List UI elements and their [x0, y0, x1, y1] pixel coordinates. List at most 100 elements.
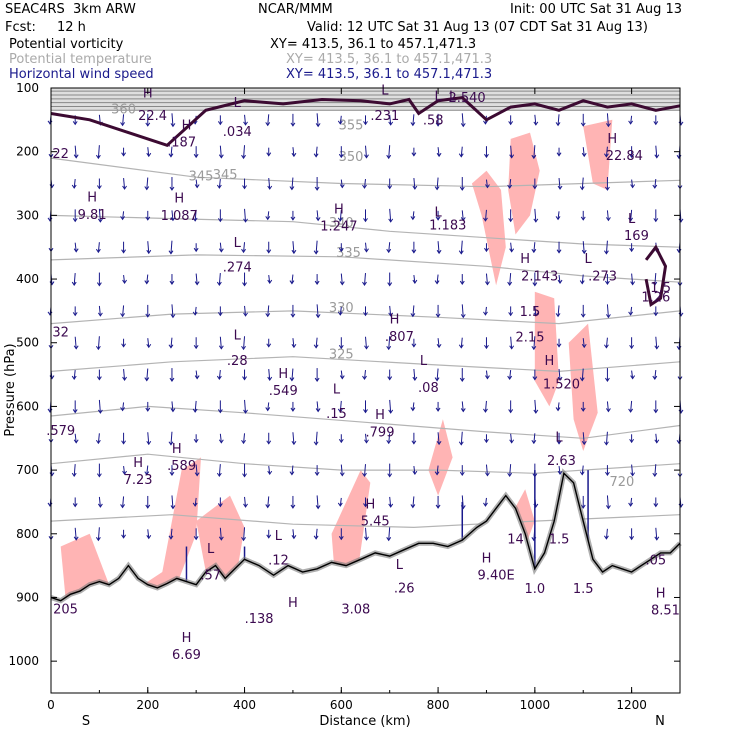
- wind-arrow: [461, 113, 464, 127]
- wind-arrowhead: [168, 441, 174, 446]
- wind-arrowhead: [266, 343, 272, 348]
- terrain-line: [50, 471, 681, 602]
- pv-label: 8.51: [651, 604, 680, 619]
- wind-arrow: [364, 370, 366, 380]
- field-name-pv: Potential vorticity: [9, 37, 124, 52]
- wind-arrow: [170, 337, 173, 348]
- wind-arrowhead: [556, 152, 562, 157]
- pv-label: 1.5: [573, 582, 594, 597]
- wind-arrowhead: [484, 438, 489, 444]
- wind-arrow: [582, 432, 585, 445]
- wind-arrowhead: [73, 439, 79, 444]
- wind-arrow: [316, 210, 319, 221]
- wind-arrowhead: [484, 247, 489, 253]
- wind-arrowhead: [194, 472, 200, 477]
- wind-arrowhead: [386, 537, 392, 542]
- wind-arrow: [218, 370, 221, 380]
- wind-arrowhead: [146, 152, 152, 158]
- wind-arrowhead: [362, 281, 367, 286]
- wind-arrowhead: [313, 153, 319, 158]
- wind-arrow: [557, 305, 560, 317]
- wind-arrow: [243, 242, 246, 253]
- wind-arrow: [485, 273, 488, 285]
- wind-arrow: [510, 145, 513, 158]
- wind-arrow: [340, 179, 343, 188]
- wind-arrowhead: [265, 504, 271, 509]
- wind-arrowhead: [386, 439, 392, 445]
- wind-arrow: [364, 178, 366, 189]
- wind-arrow: [461, 401, 464, 412]
- wind-arrowhead: [242, 473, 247, 478]
- wind-arrowhead: [315, 314, 321, 319]
- wind-arrow: [170, 528, 173, 539]
- pv-contour: [50, 96, 681, 147]
- pv-label: H: [607, 132, 617, 147]
- wind-arrow: [365, 242, 367, 252]
- pv-label: 1.5: [520, 305, 541, 320]
- field-xy-theta: XY= 413.5, 36.1 to 457.1,471.3: [286, 52, 493, 67]
- wind-arrow: [195, 273, 198, 285]
- wind-arrowhead: [531, 248, 537, 254]
- wind-arrowhead: [387, 473, 393, 478]
- wind-arrow: [339, 115, 342, 124]
- wind-arrowhead: [629, 438, 635, 444]
- wind-arrow: [339, 209, 342, 221]
- wind-arrow: [292, 241, 295, 254]
- wind-arrowhead: [144, 280, 150, 285]
- wind-arrowhead: [532, 376, 538, 381]
- wind-arrowhead: [144, 377, 150, 382]
- wind-arrow: [123, 177, 126, 190]
- wind-arrow: [484, 400, 487, 412]
- wind-arrow: [412, 305, 415, 317]
- wind-arrowhead: [555, 122, 561, 127]
- wind-arrowhead: [194, 375, 200, 380]
- wind-arrow: [558, 274, 561, 284]
- wind-arrowhead: [73, 154, 79, 159]
- wind-arrowhead: [653, 503, 659, 508]
- x-axis-label: Distance (km): [319, 714, 410, 729]
- wind-arrow: [581, 177, 584, 190]
- wind-arrow: [510, 433, 513, 443]
- wind-arrowhead: [605, 280, 610, 285]
- wind-arrow: [605, 146, 608, 157]
- wind-arrowhead: [194, 281, 200, 286]
- wind-arrow: [219, 145, 222, 158]
- wind-arrow: [365, 336, 367, 349]
- wind-arrowhead: [290, 216, 296, 221]
- wind-arrow: [364, 273, 366, 286]
- pv-label: L: [434, 90, 442, 105]
- wind-arrowhead: [145, 122, 151, 127]
- wind-arrowhead: [338, 153, 344, 159]
- wind-arrowhead: [387, 376, 393, 381]
- wind-arrowhead: [218, 439, 224, 444]
- wind-arrow: [461, 210, 464, 221]
- wind-arrow: [557, 211, 560, 220]
- pv-label: .26: [394, 581, 415, 596]
- wind-arrow: [171, 113, 174, 127]
- wind-arrow: [630, 497, 633, 507]
- wind-arrow: [605, 337, 608, 348]
- wind-arrow: [219, 527, 222, 540]
- wind-arrowhead: [485, 472, 490, 477]
- wind-arrowhead: [97, 409, 103, 414]
- wind-arrowhead: [242, 282, 247, 287]
- wind-arrow: [98, 399, 101, 413]
- wind-arrow: [630, 400, 633, 412]
- wind-arrowhead: [410, 407, 416, 412]
- pv-label: .273: [588, 269, 617, 284]
- wind-arrowhead: [169, 280, 175, 285]
- wind-arrowhead: [580, 407, 586, 412]
- pv-label: 32: [52, 325, 69, 340]
- wind-arrow: [340, 464, 343, 476]
- wind-arrow: [533, 242, 536, 253]
- wind-arrowhead: [460, 217, 466, 222]
- wind-arrow: [412, 496, 415, 508]
- wind-arrow: [74, 145, 77, 158]
- wind-arrow: [437, 338, 440, 348]
- wind-arrowhead: [364, 248, 369, 253]
- wind-arrowhead: [192, 217, 198, 222]
- wind-arrow: [631, 273, 634, 285]
- wind-arrowhead: [217, 312, 223, 317]
- wind-arrowhead: [218, 248, 224, 253]
